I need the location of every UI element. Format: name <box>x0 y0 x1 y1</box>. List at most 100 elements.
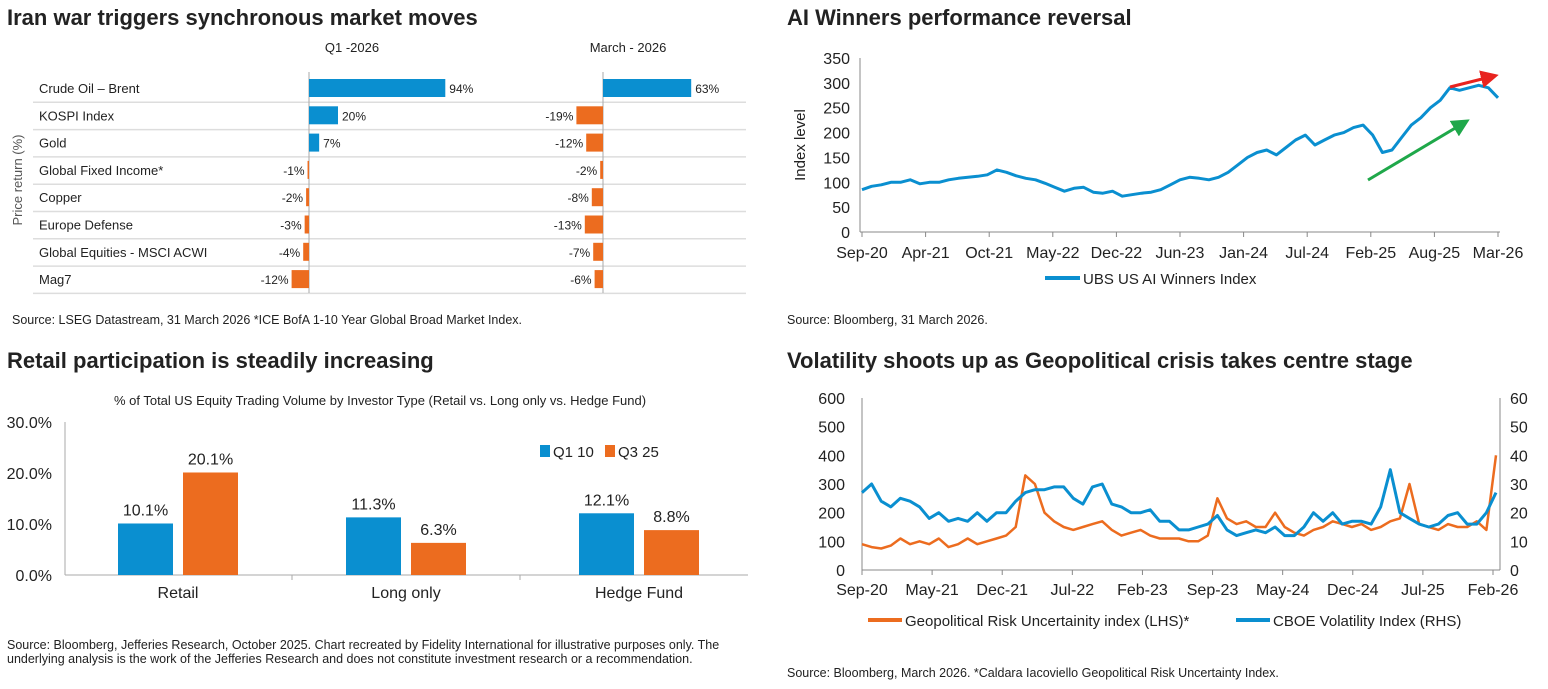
series-line-ai-winners <box>861 83 1500 198</box>
x-tick-label: Sep-23 <box>1187 582 1239 599</box>
x-tick-label: Oct-21 <box>965 245 1013 262</box>
data-label: 63% <box>695 82 719 96</box>
y-tick-label: 50 <box>832 200 850 217</box>
left-y-tick-label: 300 <box>818 477 845 494</box>
x-tick-label: May-22 <box>1026 245 1079 262</box>
x-tick-label: May-21 <box>905 582 958 599</box>
right-y-tick-label: 40 <box>1510 448 1528 465</box>
data-label: -12% <box>261 273 289 287</box>
bar <box>306 188 309 207</box>
legend-swatch <box>605 445 615 457</box>
bar <box>309 133 320 152</box>
data-label: -3% <box>280 219 302 233</box>
y-tick-label: 150 <box>823 150 850 167</box>
y-axis-label: Price return (%) <box>10 134 25 225</box>
bar <box>603 79 692 97</box>
data-label: 6.3% <box>420 522 456 539</box>
data-label: 10.1% <box>123 502 168 519</box>
legend-label: Geopolitical Risk Uncertainity index (LH… <box>905 613 1189 630</box>
x-tick-label: Feb-26 <box>1468 582 1519 599</box>
right-y-tick-label: 30 <box>1510 477 1528 494</box>
bar <box>411 542 466 575</box>
bar <box>591 188 603 207</box>
bar <box>303 242 309 261</box>
y-tick-label: 300 <box>823 76 850 93</box>
right-y-tick-label: 60 <box>1510 391 1528 408</box>
x-tick-label: Feb-23 <box>1117 582 1168 599</box>
bar <box>309 79 446 97</box>
x-tick-label: May-24 <box>1256 582 1309 599</box>
data-label: 94% <box>449 82 473 96</box>
y-tick-label: 0 <box>841 225 850 242</box>
data-label: -1% <box>283 164 305 178</box>
y-tick-label: 0.0% <box>16 568 52 585</box>
legend-label: UBS US AI Winners Index <box>1083 271 1257 288</box>
x-tick-label: Feb-25 <box>1345 245 1396 262</box>
data-label: 12.1% <box>584 492 629 509</box>
y-tick-label: 100 <box>823 175 850 192</box>
category-label: Long only <box>371 585 440 602</box>
left-y-tick-label: 500 <box>818 420 845 437</box>
source-market-moves: Source: LSEG Datastream, 31 March 2026 *… <box>12 313 522 327</box>
x-tick-label: Mar-26 <box>1473 245 1524 262</box>
x-tick-label: Jul-25 <box>1401 582 1445 599</box>
x-tick-label: Jun-23 <box>1156 245 1205 262</box>
category-label: KOSPI Index <box>39 108 115 123</box>
data-label: -6% <box>570 273 592 287</box>
retail-chart: % of Total US Equity Trading Volume by I… <box>7 393 748 602</box>
category-label: Mag7 <box>39 272 72 287</box>
y-tick-label: 10.0% <box>7 517 52 534</box>
data-label: 8.8% <box>653 509 689 526</box>
data-label: -13% <box>554 219 582 233</box>
category-label: Crude Oil – Brent <box>39 81 140 96</box>
source-ai-winners: Source: Bloomberg, 31 March 2026. <box>787 313 988 327</box>
right-y-tick-label: 50 <box>1510 420 1528 437</box>
left-y-tick-label: 400 <box>818 448 845 465</box>
x-tick-label: Dec-24 <box>1327 582 1379 599</box>
right-y-tick-label: 0 <box>1510 563 1519 580</box>
category-label: Global Fixed Income* <box>39 163 163 178</box>
legend-label: Q3 25 <box>618 444 659 461</box>
data-label: -7% <box>569 246 591 260</box>
series-header: March - 2026 <box>590 40 667 55</box>
data-label: -19% <box>545 109 573 123</box>
chart-title-ai-winners: AI Winners performance reversal <box>787 5 1132 30</box>
y-tick-label: 30.0% <box>7 415 52 432</box>
bar <box>644 530 699 575</box>
x-tick-label: Jul-22 <box>1051 582 1095 599</box>
volatility-chart: 0 100 200 300 400 500 600 0 10 20 30 40 50 60 Sep-20 Ma… <box>818 391 1528 630</box>
chart-subtitle: % of Total US Equity Trading Volume by I… <box>114 393 646 408</box>
x-tick-label: Apr-21 <box>902 245 950 262</box>
bar <box>307 160 309 179</box>
source-retail: Source: Bloomberg, Jefferies Research, O… <box>7 638 720 666</box>
category-label: Gold <box>39 136 66 151</box>
bar <box>346 517 401 575</box>
chart-title-retail: Retail participation is steadily increas… <box>7 348 434 373</box>
y-tick-label: 350 <box>823 51 850 68</box>
bar <box>579 513 634 575</box>
ai-winners-chart: 0 50 100 150 200 250 300 350 Index level Sep-20 Ap… <box>792 51 1523 288</box>
right-y-tick-label: 20 <box>1510 506 1528 523</box>
left-y-tick-label: 200 <box>818 506 845 523</box>
chart-title-volatility: Volatility shoots up as Geopolitical cri… <box>787 348 1413 373</box>
bar <box>600 160 603 179</box>
bar <box>304 215 309 234</box>
series-line-geopolitical-risk <box>861 455 1498 550</box>
x-tick-label: Aug-25 <box>1409 245 1461 262</box>
left-y-tick-label: 600 <box>818 391 845 408</box>
bar <box>586 133 603 152</box>
category-label: Global Equities - MSCI ACWI <box>39 245 207 260</box>
data-label: 20.1% <box>188 451 233 468</box>
source-volatility: Source: Bloomberg, March 2026. *Caldara … <box>787 666 1279 680</box>
bar <box>309 106 338 125</box>
x-tick-label: Jul-24 <box>1285 245 1329 262</box>
data-label: -2% <box>576 164 598 178</box>
left-y-tick-label: 100 <box>818 534 845 551</box>
data-label: -2% <box>282 191 304 205</box>
y-tick-label: 200 <box>823 126 850 143</box>
bar <box>594 270 603 289</box>
bar <box>183 472 238 575</box>
y-tick-label: 250 <box>823 101 850 118</box>
data-label: -4% <box>279 246 301 260</box>
